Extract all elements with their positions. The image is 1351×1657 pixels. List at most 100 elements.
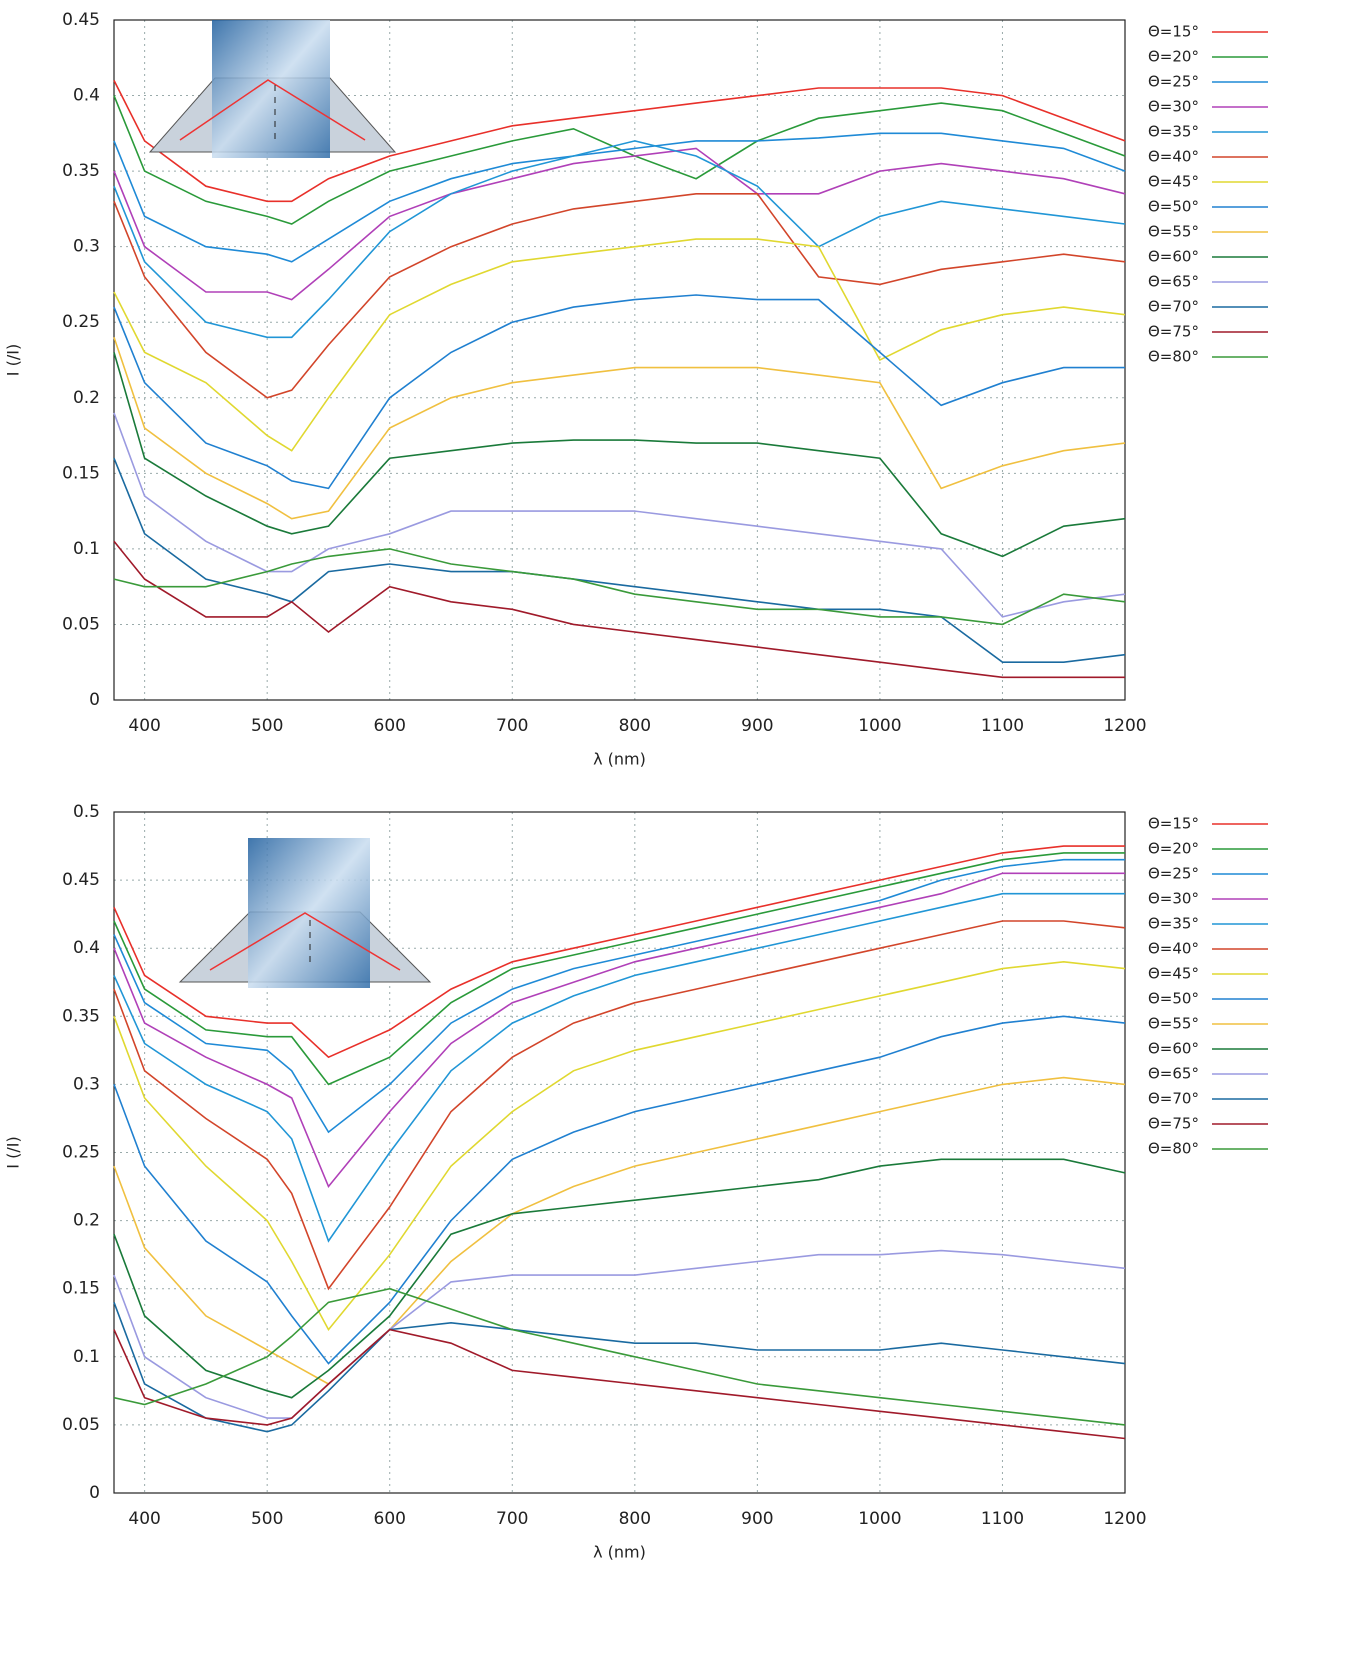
y-tick-label: 0.25 [62,1143,100,1163]
y-tick-label: 0 [89,1483,100,1503]
y-tick-label: 0.3 [73,1074,100,1094]
series-line [113,80,1126,203]
series-line [113,95,1126,225]
sample [248,838,370,988]
series-line [113,1287,1126,1426]
y-tick-label: 0 [89,690,100,710]
ray [179,79,366,141]
x-tick-label: 1100 [981,1509,1024,1529]
y-tick-label: 0.15 [62,463,100,483]
series-line [113,337,1126,520]
series-line [113,872,1125,1189]
legend-label: Θ=45° [1148,965,1199,983]
legend-label: Θ=50° [1148,990,1199,1008]
legend-label: Θ=65° [1148,1065,1199,1083]
legend-label: Θ=15° [1148,23,1199,41]
series-line [113,1015,1126,1365]
y-tick-label: 0.5 [73,802,100,822]
legend-label: Θ=75° [1148,1115,1199,1133]
x-tick-label: 1200 [1103,716,1146,736]
x-tick-label: 1200 [1103,1509,1146,1529]
series-line [113,1158,1126,1399]
x-tick-label: 500 [251,1509,283,1529]
x-tick-label: 1000 [858,1509,901,1529]
series-line [113,238,1126,452]
ray [209,912,401,971]
inset-bottom [178,838,432,988]
series-line [113,147,1126,301]
series-line [113,140,1126,339]
y-tick-label: 0.05 [62,1415,100,1435]
y-tick-label: 0.45 [62,10,100,30]
x-tick-label: 800 [619,1509,651,1529]
legend-label: Θ=55° [1148,1015,1199,1033]
x-tick-label: 700 [496,1509,528,1529]
y-axis-label: I (/I) [4,344,23,376]
y-axis-label: I (/I) [4,1136,23,1168]
series-line [113,892,1125,1243]
series-line [113,960,1126,1332]
inset-top [148,20,397,158]
x-axis-label: λ (nm) [593,750,646,769]
legend-label: Θ=50° [1148,198,1199,216]
legend-label: Θ=65° [1148,273,1199,291]
series-line [113,457,1126,663]
plot-frame [113,19,1126,701]
y-tick-label: 0.1 [73,539,100,559]
series-line [113,548,1126,626]
series-line [113,1328,1126,1440]
series-line [113,1076,1126,1385]
series-line [113,920,1126,1291]
legend-label: Θ=80° [1148,348,1199,366]
series-line [113,352,1126,558]
y-tick-label: 0.35 [62,161,100,181]
series-line [113,1249,1126,1419]
x-tick-label: 1100 [981,716,1024,736]
legend-label: Θ=70° [1148,1090,1199,1108]
x-tick-label: 400 [128,1509,160,1529]
legend-label: Θ=40° [1148,148,1199,166]
series-line [113,540,1125,679]
series-line [113,1302,1126,1433]
x-tick-label: 700 [496,716,528,736]
x-tick-label: 900 [741,1509,773,1529]
y-tick-label: 0.3 [73,237,100,257]
y-tick-label: 0.1 [73,1347,100,1367]
x-tick-label: 400 [128,716,160,736]
legend-label: Θ=35° [1148,915,1199,933]
legend-label: Θ=80° [1148,1140,1199,1158]
legend-label: Θ=35° [1148,123,1199,141]
x-tick-label: 800 [619,716,651,736]
y-tick-label: 0.4 [73,938,100,958]
legend-label: Θ=25° [1148,865,1199,883]
legend-label: Θ=30° [1148,890,1199,908]
legend-label: Θ=45° [1148,173,1199,191]
x-tick-label: 600 [374,1509,406,1529]
legend-label: Θ=60° [1148,1040,1199,1058]
y-tick-label: 0.15 [62,1279,100,1299]
series-line [113,412,1126,618]
plot-frame [113,811,1126,1494]
series-line [113,852,1125,1086]
x-tick-label: 1000 [858,716,901,736]
y-tick-label: 0.35 [62,1006,100,1026]
y-tick-label: 0.2 [73,388,100,408]
legend-label: Θ=30° [1148,98,1199,116]
legend-label: Θ=70° [1148,298,1199,316]
legend-label: Θ=15° [1148,815,1199,833]
series-line [113,294,1125,490]
y-tick-label: 0.45 [62,870,100,890]
y-tick-label: 0.2 [73,1211,100,1231]
legend-label: Θ=20° [1148,48,1199,66]
y-tick-label: 0.25 [62,312,100,332]
y-tick-label: 0.05 [62,614,100,634]
charts: 0 0.05 0.1 0.15 0.2 0.25 0.3 0.35 0.4 0.45 400 500 6… [4,10,1268,1562]
series-line [113,845,1125,1059]
x-tick-label: 900 [741,716,773,736]
series-line [113,193,1126,399]
sample [212,20,330,158]
legend-label: Θ=55° [1148,223,1199,241]
x-tick-label: 600 [374,716,406,736]
legend-label: Θ=75° [1148,323,1199,341]
